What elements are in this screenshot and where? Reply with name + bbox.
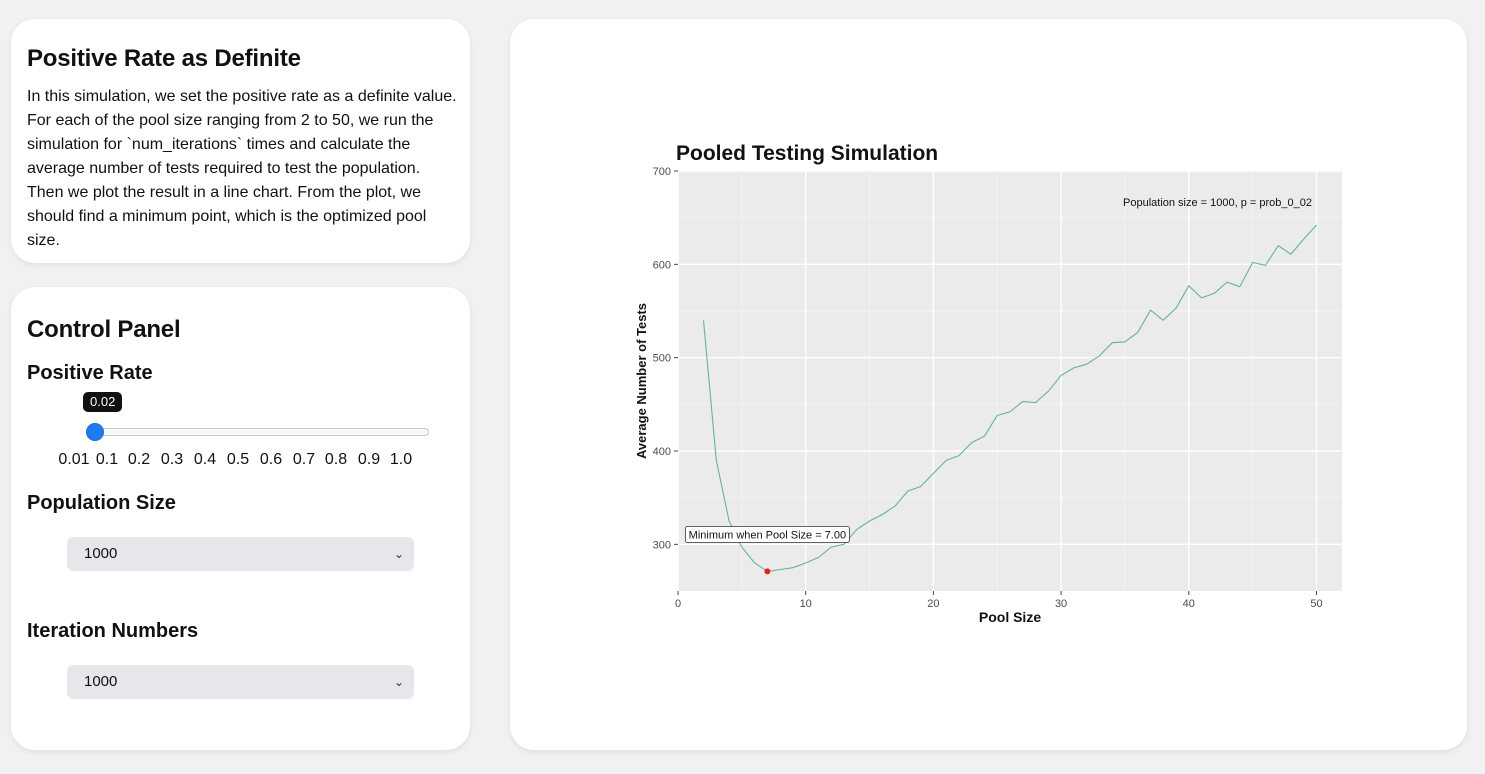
- population-size-label: Population Size: [27, 492, 176, 514]
- slider-tick-label: 0.2: [127, 451, 151, 468]
- population-size-select[interactable]: 1000 ⌄: [67, 537, 414, 571]
- slider-tick-label: 0.4: [193, 451, 217, 468]
- description-card: Positive Rate as Definite In this simula…: [11, 19, 470, 263]
- chart-card: 0 10 20 30 40 50 300 400 500 600 700 Minimum when P…: [510, 19, 1467, 750]
- x-tick-label: 30: [1055, 598, 1067, 610]
- slider-tick-label: 0.7: [292, 451, 316, 468]
- minimum-label: Minimum when Pool Size = 7.00: [689, 529, 846, 541]
- x-tick-label: 10: [800, 598, 812, 610]
- iteration-numbers-value: 1000: [84, 673, 118, 690]
- slider-value-tooltip: 0.02: [83, 392, 123, 412]
- slider-tick-label: 0.3: [160, 451, 184, 468]
- slider-tick-label: 0.6: [259, 451, 283, 468]
- slider-tick-label: 1.0: [389, 451, 413, 468]
- population-annotation: Population size = 1000, p = prob_0_02: [1123, 197, 1312, 209]
- pooled-testing-chart: 0 10 20 30 40 50 300 400 500 600 700 Minimum when P…: [634, 142, 1342, 625]
- control-panel: Control Panel Positive Rate 0.02 0.01 0.1…: [11, 287, 470, 750]
- positive-rate-label: Positive Rate: [27, 362, 153, 384]
- slider-tick-labels: 0.01 0.1 0.2 0.3 0.4 0.5 0.6 0.7 0.8 0.9 1.0: [57, 451, 437, 471]
- x-tick-label: 50: [1310, 598, 1322, 610]
- x-tick-label: 20: [927, 598, 939, 610]
- slider-tick-label: 0.8: [324, 451, 348, 468]
- control-panel-title: Control Panel: [27, 316, 181, 343]
- population-size-value: 1000: [84, 545, 118, 562]
- y-axis-label: Average Number of Tests: [634, 303, 649, 459]
- slider-track[interactable]: [93, 428, 429, 436]
- slider-tick-label: 0.9: [357, 451, 381, 468]
- y-tick-label: 300: [653, 539, 671, 551]
- x-axis-label: Pool Size: [979, 609, 1041, 625]
- y-tick-label: 700: [653, 166, 671, 178]
- y-tick-label: 400: [653, 446, 671, 458]
- chart-title: Pooled Testing Simulation: [676, 142, 938, 165]
- slider-handle[interactable]: [87, 424, 103, 440]
- slider-tick-label: 0.1: [95, 451, 119, 468]
- description-text: In this simulation, we set the positive …: [27, 88, 457, 249]
- minimum-point-marker: [764, 568, 771, 575]
- chevron-down-icon: ⌄: [393, 547, 404, 561]
- iteration-numbers-label: Iteration Numbers: [27, 620, 199, 642]
- y-tick-label: 600: [653, 259, 671, 271]
- y-tick-label: 500: [653, 353, 671, 365]
- x-tick-label: 0: [675, 598, 681, 610]
- x-tick-label: 40: [1183, 598, 1195, 610]
- minimum-label-box: [684, 525, 850, 543]
- chevron-down-icon: ⌄: [393, 675, 404, 689]
- description-title: Positive Rate as Definite: [27, 45, 301, 72]
- plot-panel: [678, 171, 1342, 591]
- slider-tick-label: 0.5: [226, 451, 250, 468]
- positive-rate-slider[interactable]: 0.02 0.01 0.1 0.2 0.3 0.4 0.5 0.6 0.7 0.8 0.9 1.0: [57, 385, 437, 468]
- slider-tick-label: 0.01: [58, 451, 90, 468]
- series-line: [702, 224, 1317, 572]
- iteration-numbers-select[interactable]: 1000 ⌄: [67, 665, 414, 699]
